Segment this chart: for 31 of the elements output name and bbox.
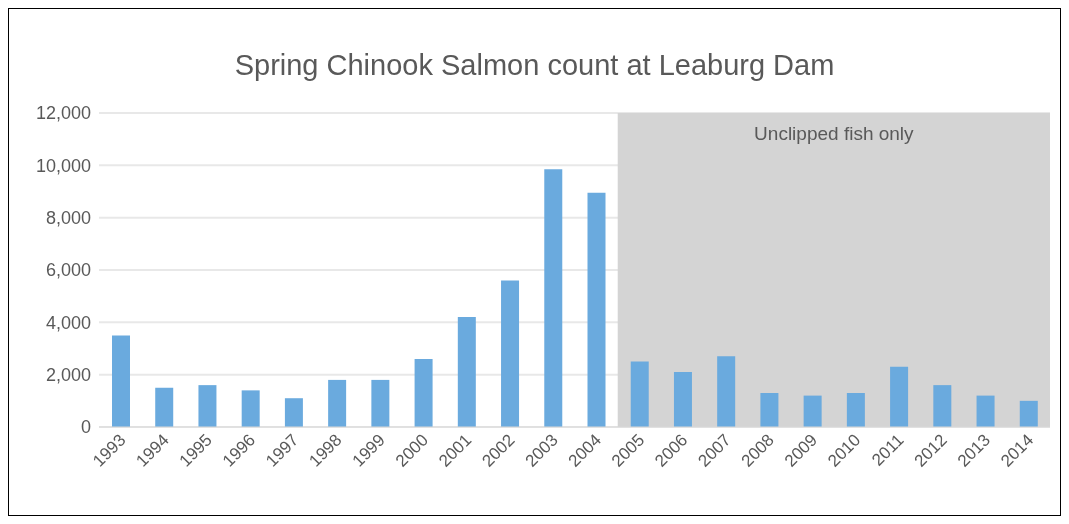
y-tick-label: 2,000 (45, 365, 91, 386)
bar (630, 361, 649, 427)
y-tick-label: 12,000 (35, 103, 91, 124)
y-tick-label: 4,000 (45, 312, 91, 333)
y-tick-label: 10,000 (35, 155, 91, 176)
bar (1019, 400, 1038, 427)
band-label: Unclipped fish only (754, 123, 915, 145)
bar (198, 385, 217, 427)
y-tick-label: 0 (80, 417, 91, 438)
bar (846, 392, 865, 427)
bar (112, 335, 130, 427)
chart-title: Spring Chinook Salmon count at Leaburg Dam (233, 49, 836, 82)
bar (673, 372, 692, 427)
bar (717, 356, 736, 427)
bar (501, 280, 520, 427)
bar (371, 379, 390, 427)
bar (544, 169, 563, 427)
bar (803, 395, 822, 427)
bar (241, 390, 260, 427)
y-tick-label: 6,000 (45, 260, 91, 281)
bar (587, 192, 606, 427)
bar (457, 317, 476, 427)
bar (414, 358, 433, 427)
bar (155, 387, 174, 427)
bar (976, 395, 995, 427)
bar (890, 366, 909, 427)
bar (933, 385, 952, 427)
y-tick-label: 8,000 (45, 208, 91, 229)
bar (284, 398, 303, 427)
bar (328, 379, 347, 427)
bar (760, 392, 779, 427)
